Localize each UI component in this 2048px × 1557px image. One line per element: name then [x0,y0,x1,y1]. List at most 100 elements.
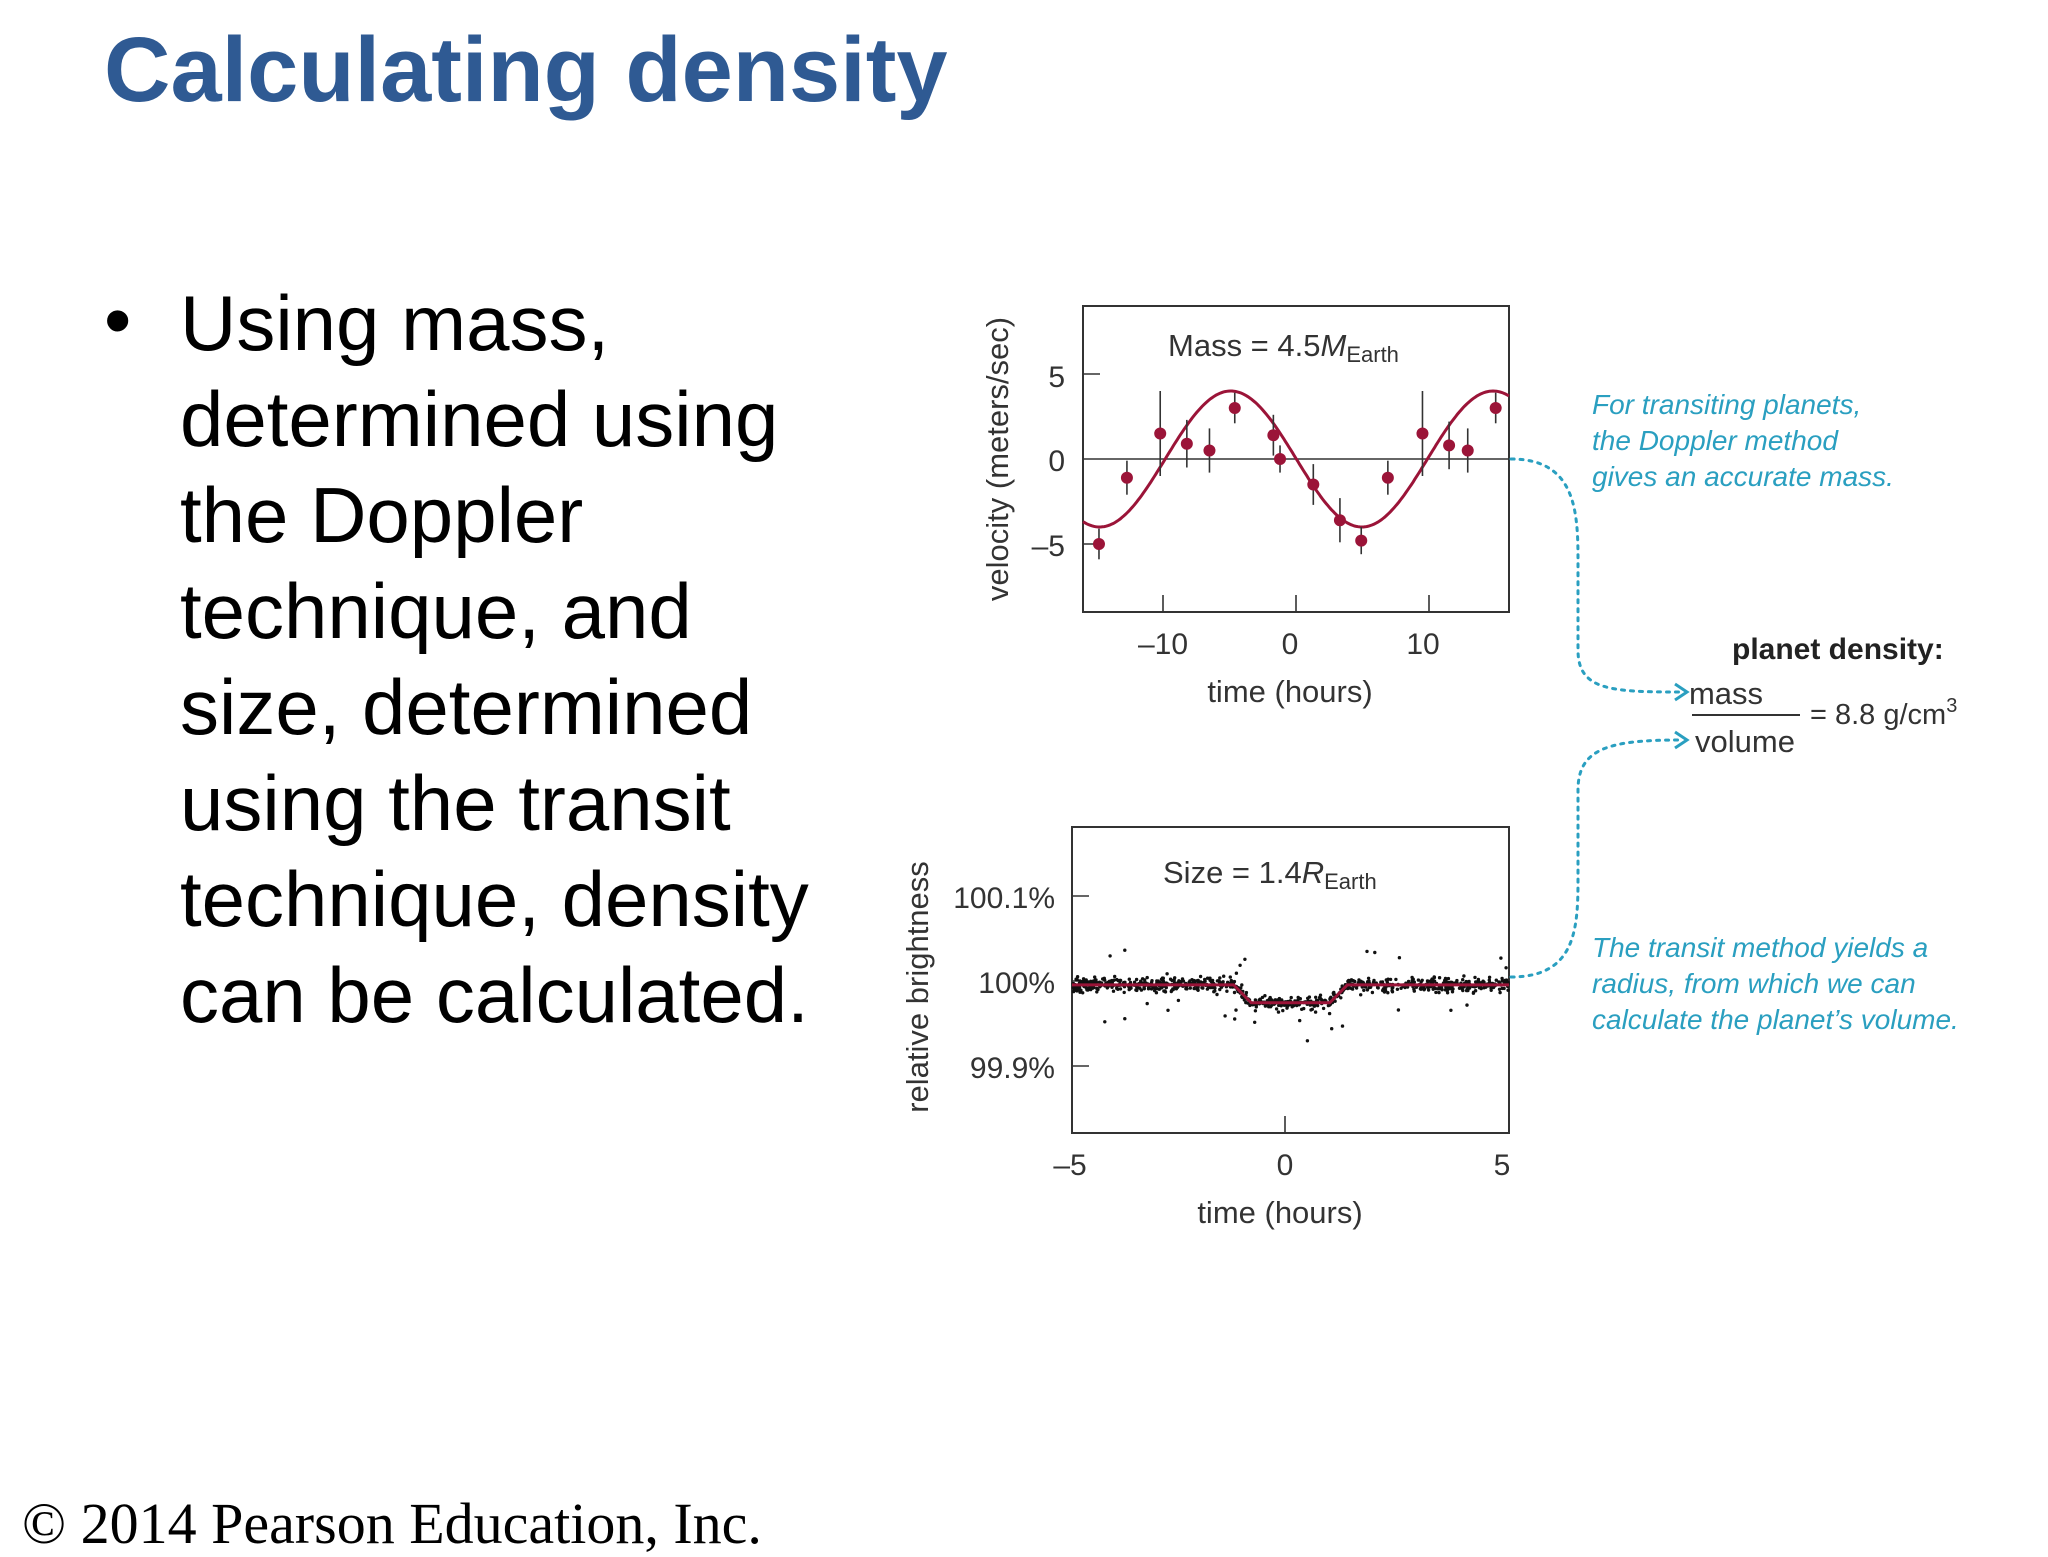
doppler-data-point [1461,444,1474,457]
transit-data-point [1127,977,1132,981]
transit-data-point [1159,977,1164,981]
doppler-data-point [1267,429,1280,442]
transit-data-point [1410,978,1414,983]
transit-data-point [1285,1006,1289,1010]
transit-data-point [1198,974,1203,979]
transit-data-point [1155,987,1159,991]
transit-data-point [1103,1020,1107,1024]
transit-data-point [1205,976,1210,980]
transit-data-point [1175,985,1179,990]
transit-size-label: Size = 1.4REarth [1163,855,1377,894]
transit-data-point [1386,991,1390,995]
doppler-data-points [1092,391,1502,560]
doppler-xtick-label: –10 [1138,628,1188,661]
copyright-notice: © 2014 Pearson Education, Inc. [22,1491,762,1556]
transit-data-point [1298,1018,1302,1023]
transit-data-point [1340,1024,1345,1028]
transit-data-point [1395,987,1400,991]
transit-yaxis-label: relative brightness [900,861,935,1113]
doppler-data-point [1489,402,1502,414]
transit-data-point [1128,980,1133,985]
transit-data-point [1118,978,1123,983]
bullet-marker: • [104,276,132,364]
transit-data-point [1122,990,1126,995]
transit-data-point [1422,988,1426,992]
transit-data-point [1170,978,1174,983]
transit-data-point [1425,979,1430,983]
transit-data-point [1260,995,1265,1000]
transit-data-point [1215,992,1219,997]
transit-data-point [1112,978,1116,982]
density-denominator: volume [1695,724,1795,759]
transit-data-point [1381,988,1385,993]
transit-ytick-label: 100% [978,967,1055,1000]
transit-data-point [1500,986,1504,991]
transit-data-point [1450,990,1455,994]
doppler-data-point [1307,478,1320,491]
doppler-data-point [1180,437,1193,450]
doppler-yaxis-label: velocity (meters/sec) [980,317,1015,601]
transit-data-point [1394,977,1398,982]
transit-data-point [1242,998,1247,1002]
transit-data-point [1373,950,1377,955]
transit-data-point [1240,983,1244,987]
transit-data-point [1228,975,1233,979]
transit-data-point [1391,985,1395,990]
transit-data-point [1370,990,1375,995]
transit-data-point [1313,1010,1318,1014]
transit-data-point [1326,1003,1331,1008]
transit-data-point [1479,986,1483,991]
transit-data-point [1308,1003,1312,1007]
doppler-note-line: the Doppler method [1592,425,1839,456]
transit-data-point [1139,988,1144,992]
doppler-note-line: For transiting planets, [1592,389,1861,420]
transit-data-point [1238,963,1242,967]
transit-data-point [1192,986,1196,991]
transit-data-point [1426,988,1431,992]
transit-data-point [1349,978,1354,982]
transit-data-point [1500,976,1504,981]
transit-data-point [1434,990,1438,995]
transit-data-point [1162,989,1166,993]
transit-data-point [1202,980,1206,985]
transit-data-point [1379,980,1383,984]
transit-data-point [1350,987,1355,991]
transit-data-point [1208,976,1212,980]
transit-data-point [1385,978,1389,983]
transit-data-point [1412,989,1417,993]
density-result: = 8.8 g/cm3 [1810,695,1957,731]
transit-data-point [1222,974,1226,978]
transit-data-point [1473,975,1477,980]
transit-model-curve [1072,983,1509,1005]
transit-data-point [1108,954,1112,958]
transit-data-point [1248,1003,1252,1008]
doppler-data-point [1092,538,1105,550]
transit-data-point [1115,986,1119,991]
transit-data-point [1159,986,1164,990]
transit-data-point [1111,989,1116,993]
doppler-data-point [1381,471,1394,484]
transit-data-point [1107,979,1112,983]
transit-data-point [1305,1039,1310,1043]
transit-data-point [1309,1008,1313,1012]
transit-data-point [1476,977,1481,982]
transit-data-point [1359,993,1363,997]
doppler-data-point [1443,439,1456,452]
transit-data-point [1146,987,1151,991]
transit-data-point [1185,987,1189,991]
doppler-data-point [1333,514,1346,527]
transit-data-point [1384,985,1388,990]
transit-data-point [1410,975,1414,980]
transit-data-point [1143,978,1147,982]
transit-data-point [1291,1004,1296,1008]
transit-data-point [1209,979,1214,984]
transit-data-point [1494,978,1499,982]
bullet-item: Using mass, determined using the Doppler… [180,279,809,1039]
transit-connector-arrow [1509,738,1682,979]
arrowhead-icon [1674,682,1690,702]
transit-data-point [1397,956,1402,960]
transit-data-point [1075,985,1079,990]
transit-data-point [1281,1008,1285,1013]
